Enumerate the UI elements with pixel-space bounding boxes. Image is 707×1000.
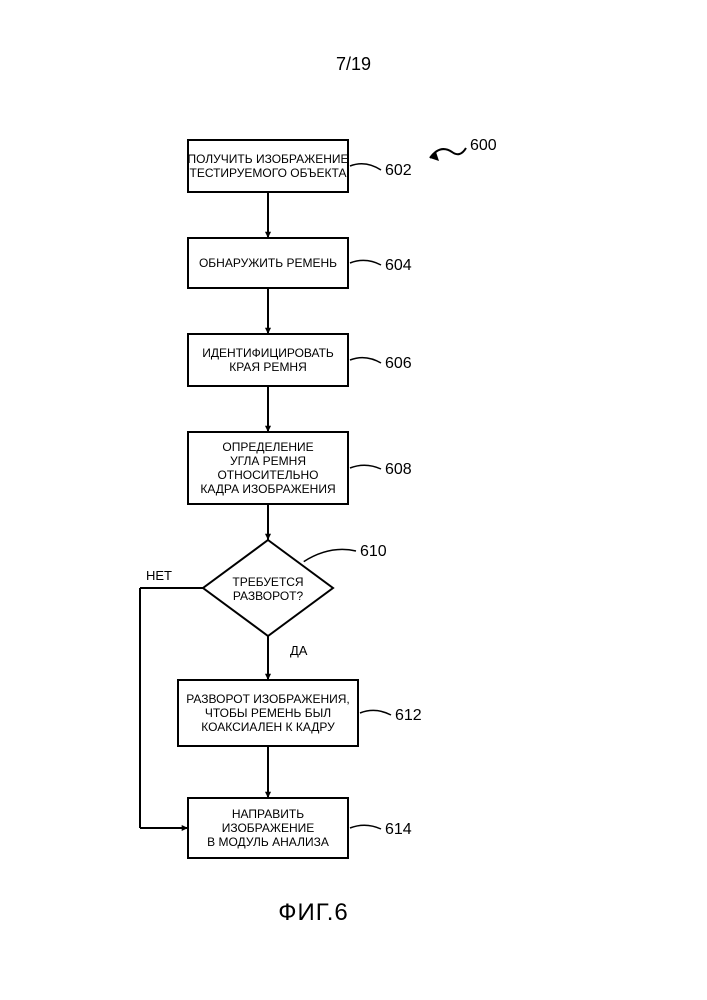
edge-label-yes: ДА	[290, 643, 308, 658]
svg-text:ИДЕНТИФИЦИРОВАТЬ: ИДЕНТИФИЦИРОВАТЬ	[202, 346, 334, 360]
ref-label-614: 614	[385, 821, 412, 838]
svg-text:РАЗВОРОТ ИЗОБРАЖЕНИЯ,: РАЗВОРОТ ИЗОБРАЖЕНИЯ,	[186, 692, 350, 706]
svg-text:ПОЛУЧИТЬ ИЗОБРАЖЕНИЕ: ПОЛУЧИТЬ ИЗОБРАЖЕНИЕ	[187, 152, 348, 166]
svg-text:ИЗОБРАЖЕНИЕ: ИЗОБРАЖЕНИЕ	[222, 821, 315, 835]
svg-text:ОТНОСИТЕЛЬНО: ОТНОСИТЕЛЬНО	[217, 468, 318, 482]
svg-text:ТРЕБУЕТСЯ: ТРЕБУЕТСЯ	[232, 575, 303, 589]
svg-text:В МОДУЛЬ АНАЛИЗА: В МОДУЛЬ АНАЛИЗА	[207, 835, 329, 849]
svg-text:КОАКСИАЛЕН К КАДРУ: КОАКСИАЛЕН К КАДРУ	[201, 720, 335, 734]
svg-text:КАДРА ИЗОБРАЖЕНИЯ: КАДРА ИЗОБРАЖЕНИЯ	[200, 482, 335, 496]
ref-label-608: 608	[385, 461, 412, 478]
svg-text:НАПРАВИТЬ: НАПРАВИТЬ	[232, 807, 304, 821]
svg-text:ТЕСТИРУЕМОГО ОБЪЕКТА: ТЕСТИРУЕМОГО ОБЪЕКТА	[190, 166, 347, 180]
page-number: 7/19	[336, 54, 371, 74]
ref-label-612: 612	[395, 707, 422, 724]
svg-text:КРАЯ РЕМНЯ: КРАЯ РЕМНЯ	[229, 360, 307, 374]
ref-label-604: 604	[385, 257, 412, 274]
svg-text:ЧТОБЫ РЕМЕНЬ БЫЛ: ЧТОБЫ РЕМЕНЬ БЫЛ	[205, 706, 331, 720]
ref-label-606: 606	[385, 355, 412, 372]
ref-label-610: 610	[360, 543, 387, 560]
flowchart-svg: 7/19 ПОЛУЧИТЬ ИЗОБРАЖЕНИЕТЕСТИРУЕМОГО ОБЪ…	[0, 0, 707, 1000]
page: { "page_number": "7/19", "figure_label":…	[0, 0, 707, 1000]
ref-label-602: 602	[385, 162, 412, 179]
svg-text:УГЛА РЕМНЯ: УГЛА РЕМНЯ	[230, 454, 306, 468]
svg-text:ОПРЕДЕЛЕНИЕ: ОПРЕДЕЛЕНИЕ	[222, 440, 313, 454]
svg-text:ОБНАРУЖИТЬ РЕМЕНЬ: ОБНАРУЖИТЬ РЕМЕНЬ	[199, 256, 337, 270]
flow-ref-600: 600	[470, 137, 497, 154]
svg-text:РАЗВОРОТ?: РАЗВОРОТ?	[233, 589, 304, 603]
edge-label-no: НЕТ	[146, 568, 172, 583]
figure-label: ФИГ.6	[278, 899, 349, 926]
